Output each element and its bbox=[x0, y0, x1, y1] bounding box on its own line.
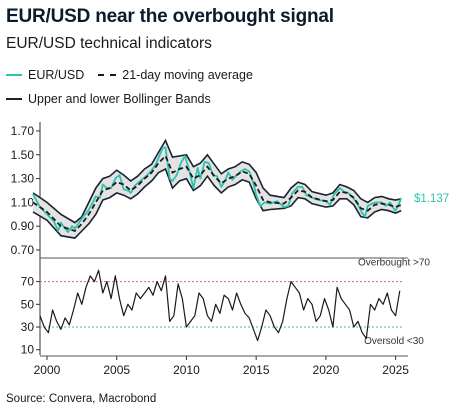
y-tick-label-bottom: 30 bbox=[21, 320, 35, 334]
y-tick-label-bottom: 10 bbox=[21, 343, 35, 357]
y-tick-label-top: 1.10 bbox=[11, 195, 35, 209]
y-tick-label-top: 0.90 bbox=[11, 219, 35, 233]
x-tick-label: 2015 bbox=[243, 363, 270, 377]
legend-row-2: Upper and lower Bollinger Bands bbox=[6, 92, 211, 106]
legend-row-1: EUR/USD 21-day moving average bbox=[6, 68, 253, 82]
x-tick-label: 2025 bbox=[382, 363, 409, 377]
legend-swatch-bands bbox=[6, 98, 22, 100]
y-tick-label-bottom: 70 bbox=[21, 275, 35, 289]
series-lower-band bbox=[32, 167, 402, 239]
last-value-label: $1.137 bbox=[414, 193, 449, 205]
x-tick-label: 2005 bbox=[103, 363, 130, 377]
series-moving-average bbox=[32, 154, 402, 233]
overbought-label: Overbought >70 bbox=[358, 258, 430, 269]
chart-title: EUR/USD near the overbought signal bbox=[6, 6, 334, 27]
oversold-label: Oversold <30 bbox=[364, 336, 424, 347]
series-upper-band bbox=[32, 138, 402, 224]
y-tick-label-top: 1.70 bbox=[11, 124, 35, 138]
chart-subtitle: EUR/USD technical indicators bbox=[6, 35, 212, 52]
source-note: Source: Convera, Macrobond bbox=[6, 393, 157, 405]
y-tick-label-top: 1.30 bbox=[11, 172, 35, 186]
legend-label-ma: 21-day moving average bbox=[122, 68, 253, 82]
legend-swatch-ma bbox=[98, 74, 117, 76]
x-tick-label: 2020 bbox=[313, 363, 340, 377]
legend-label-bands: Upper and lower Bollinger Bands bbox=[28, 92, 211, 106]
y-tick-label-bottom: 50 bbox=[21, 297, 35, 311]
y-tick-label-top: 0.70 bbox=[11, 243, 35, 257]
legend-label-eurusd: EUR/USD bbox=[28, 68, 85, 82]
x-tick-label: 2000 bbox=[34, 363, 61, 377]
legend-swatch-eurusd bbox=[6, 74, 22, 76]
series-rsi bbox=[39, 269, 401, 342]
x-tick-label: 2010 bbox=[173, 363, 200, 377]
y-tick-label-top: 1.50 bbox=[11, 148, 35, 162]
